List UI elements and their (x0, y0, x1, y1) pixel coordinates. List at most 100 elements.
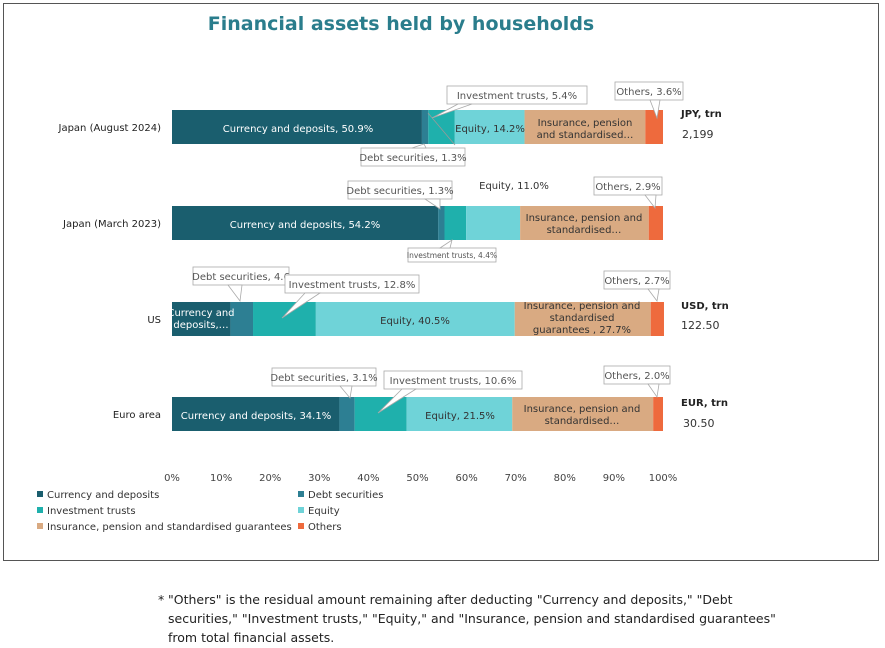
bar-segment (406, 397, 513, 431)
footnote: * "Others" is the residual amount remain… (158, 590, 798, 647)
bar-segment (512, 397, 654, 431)
data-label-currency: Currency and deposits, 54.2% (230, 220, 380, 231)
total-unit: EUR, trn (681, 398, 728, 409)
bar-segment (339, 397, 355, 431)
data-label-others: Others, 2.9% (595, 182, 660, 193)
bar-segment (172, 206, 439, 240)
legend-label: Investment trusts (47, 506, 136, 517)
data-label-currency: Currency and (167, 308, 234, 319)
totals: JPY, trn 2,199 USD, trn 122.50 EUR, trn … (680, 109, 729, 430)
callout-box (383, 370, 523, 390)
legend-swatch (37, 523, 43, 529)
callout-pointer (647, 383, 660, 399)
bar-segment (444, 206, 467, 240)
legend-label: Others (308, 522, 342, 533)
x-tick-label: 0% (164, 473, 180, 484)
bar-segment (520, 206, 649, 240)
callout-pointer (377, 388, 418, 414)
bar-segment (315, 302, 515, 336)
data-label-currency: Currency and deposits, 50.9% (223, 124, 373, 135)
category-labels: Japan (August 2024) Japan (March 2023) US E… (58, 123, 162, 421)
data-label-insurance: Insurance, pension (538, 118, 633, 129)
data-label-others: Others, 2.7% (604, 276, 669, 287)
callout-box (603, 365, 671, 385)
callout-box (347, 180, 453, 200)
stacked-bar-chart: Financial assets held by households 0% 10… (37, 13, 729, 533)
callout-box (446, 85, 588, 105)
annotations-japan-mar-2023: Debt securities, 1.3% Equity, 11.0% Othe… (230, 176, 663, 263)
bar-segment (524, 110, 646, 144)
x-tick-label: 80% (554, 473, 576, 484)
legend-swatch (298, 507, 304, 513)
callout-pointer (281, 292, 322, 319)
x-tick-label: 40% (357, 473, 379, 484)
legend-label: Insurance, pension and standardised guar… (47, 522, 292, 533)
callout-pointer (411, 143, 427, 149)
bar-segment (421, 110, 429, 144)
bar-segment (454, 110, 525, 144)
legend-label: Equity (308, 506, 340, 517)
x-tick-label: 90% (603, 473, 625, 484)
callout-pointer (644, 194, 657, 210)
bar-segment (230, 302, 254, 336)
bar-segment (650, 302, 664, 336)
callout-pointer (431, 103, 473, 119)
data-label-insurance: Insurance, pension and (526, 213, 643, 224)
callout-pointer (647, 288, 660, 302)
data-label-insurance: standardised (550, 313, 615, 324)
annotations-japan-aug-2024: Currency and deposits, 50.9% Investment … (223, 81, 684, 167)
data-label-equity: Equity, 14.2% (455, 124, 525, 135)
x-tick-label: 20% (259, 473, 281, 484)
callout-box (284, 274, 420, 294)
x-tick-label: 50% (406, 473, 428, 484)
legend: Currency and deposits Debt securities Inve… (37, 490, 383, 533)
callout-pointer (649, 99, 661, 120)
x-tick-label: 60% (455, 473, 477, 484)
data-label-insurance: and standardised… (537, 130, 634, 141)
data-label-currency: deposits,… (173, 320, 228, 331)
callout-box (271, 367, 377, 387)
callout-box (603, 270, 671, 290)
category-label: Japan (August 2024) (58, 123, 162, 134)
data-label-currency: Currency and deposits, 34.1% (181, 411, 331, 422)
data-label-debt: Debt securities, 1.3% (359, 153, 466, 164)
x-tick-label: 70% (505, 473, 527, 484)
bars (172, 110, 664, 431)
data-label-equity: Equity, 11.0% (479, 181, 549, 192)
bar-segment (653, 397, 663, 431)
total-unit: JPY, trn (680, 109, 722, 120)
annotations-euro-area: Debt securities, 3.1% Investment trusts,… (181, 365, 671, 427)
data-label-insurance: Insurance, pension and (524, 301, 641, 312)
chart-frame (3, 3, 879, 561)
legend-label: Currency and deposits (47, 490, 159, 501)
data-label-insurance: standardised… (545, 416, 620, 427)
data-label-insurance: guarantees , 27.7% (533, 325, 631, 336)
callout-pointer (438, 239, 453, 249)
bar-segment (466, 206, 521, 240)
annotations-us: Debt securities, 4.6 Investment trusts, … (167, 266, 671, 336)
total-value: 122.50 (681, 319, 720, 332)
legend-swatch (298, 491, 304, 497)
data-label-others: Others, 3.6% (616, 87, 681, 98)
x-tick-label: 10% (210, 473, 232, 484)
category-label: Euro area (113, 410, 161, 421)
data-label-insurance: Insurance, pension and (524, 404, 641, 415)
data-label-others: Others, 2.0% (604, 371, 669, 382)
chart-title: Financial assets held by households (208, 13, 594, 35)
total-value: 2,199 (682, 128, 714, 141)
category-label: Japan (March 2023) (62, 219, 161, 230)
data-label-investment: Investment trusts, 5.4% (457, 91, 577, 102)
data-label-equity: Equity, 40.5% (380, 316, 450, 327)
bar-segment (253, 302, 316, 336)
bar-segment (645, 110, 663, 144)
callout-box (614, 81, 684, 101)
callout-box (407, 247, 497, 263)
callout-leader (427, 112, 456, 146)
data-label-debt: Debt securities, 3.1% (270, 373, 377, 384)
bar-segment (354, 397, 407, 431)
callout-pointer (423, 198, 441, 210)
bar-segment (438, 206, 445, 240)
legend-label: Debt securities (308, 490, 383, 501)
bar-segment (428, 110, 455, 144)
data-label-equity: Equity, 21.5% (425, 411, 495, 422)
